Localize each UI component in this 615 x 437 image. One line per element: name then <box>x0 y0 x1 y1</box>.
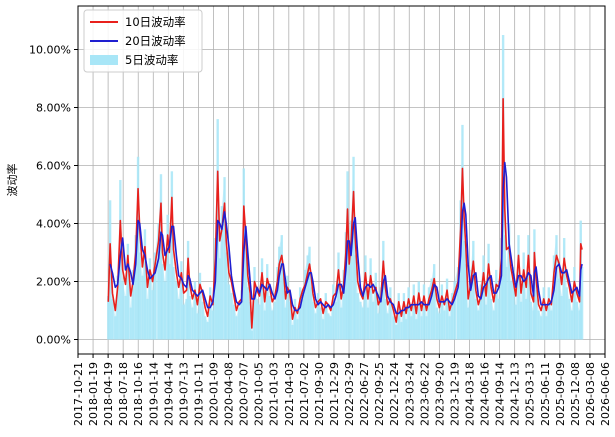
bar-series-5d <box>107 35 584 340</box>
x-axis-ticks: 2017-10-21 2018-01-19 2018-04-19 2018-07-18… <box>72 354 612 426</box>
x-tick-label: 2025-09-09 <box>554 362 567 426</box>
y-axis-label: 波动率 <box>5 164 19 197</box>
x-tick-label: 2022-06-27 <box>358 362 371 426</box>
x-tick-label: 2018-04-19 <box>102 362 115 426</box>
y-tick-label: 0.00% <box>36 334 71 347</box>
legend-label: 10日波动率 <box>125 15 186 29</box>
x-tick-label: 2022-12-24 <box>388 362 401 426</box>
x-tick-label: 2026-03-08 <box>584 362 597 426</box>
y-tick-label: 2.00% <box>36 276 71 289</box>
y-tick-label: 6.00% <box>36 160 71 173</box>
x-tick-label: 2023-06-22 <box>418 362 431 426</box>
x-tick-label: 2018-07-18 <box>117 362 130 426</box>
x-tick-label: 2019-07-13 <box>177 362 190 426</box>
x-tick-label: 2025-12-08 <box>569 362 582 426</box>
x-tick-label: 2021-04-03 <box>283 362 296 426</box>
x-tick-label: 2026-06-06 <box>599 362 612 426</box>
x-tick-label: 2024-12-13 <box>509 362 522 426</box>
y-tick-label: 10.00% <box>29 44 71 57</box>
x-tick-label: 2024-03-18 <box>463 362 476 426</box>
x-tick-label: 2021-12-29 <box>328 362 341 426</box>
x-tick-label: 2020-01-09 <box>208 362 221 426</box>
legend-label: 5日波动率 <box>125 53 178 67</box>
x-tick-label: 2020-10-05 <box>253 362 266 426</box>
series-line-20日波动率 <box>109 161 583 315</box>
x-tick-label: 2024-06-16 <box>479 362 492 426</box>
x-tick-label: 2018-10-16 <box>132 362 145 426</box>
series-line-10日波动率 <box>107 98 583 329</box>
legend: 10日波动率 20日波动率 5日波动率 <box>83 9 203 73</box>
y-tick-label: 8.00% <box>36 102 71 115</box>
x-tick-label: 2023-03-24 <box>403 362 416 426</box>
x-tick-label: 2019-04-14 <box>162 362 175 426</box>
x-tick-label: 2020-04-08 <box>223 362 236 426</box>
x-tick-label: 2021-01-03 <box>268 362 281 426</box>
bar-5d-body <box>108 35 583 340</box>
x-tick-label: 2025-03-13 <box>524 362 537 426</box>
legend-swatch <box>90 55 118 65</box>
x-tick-label: 2022-03-29 <box>343 362 356 426</box>
x-tick-label: 2019-10-11 <box>192 362 205 426</box>
x-tick-label: 2019-01-14 <box>147 362 160 426</box>
legend-label: 20日波动率 <box>125 34 186 48</box>
x-tick-label: 2020-07-07 <box>238 362 251 426</box>
x-tick-label: 2024-09-14 <box>494 362 507 426</box>
x-tick-label: 2018-01-19 <box>87 362 100 426</box>
y-axis-ticks: 0.00% 2.00% 4.00% 6.00% 8.00% 10.00% <box>29 44 78 347</box>
x-tick-label: 2017-10-21 <box>72 362 85 426</box>
x-tick-label: 2023-09-20 <box>433 362 446 426</box>
y-tick-label: 4.00% <box>36 218 71 231</box>
line-series <box>107 98 583 329</box>
x-tick-label: 2021-07-02 <box>298 362 311 426</box>
plot-frame <box>77 5 606 355</box>
x-tick-label: 2025-06-11 <box>539 362 552 426</box>
x-tick-label: 2023-12-19 <box>448 362 461 426</box>
x-tick-label: 2021-09-30 <box>313 362 326 426</box>
x-tick-label: 2022-09-25 <box>373 362 386 426</box>
